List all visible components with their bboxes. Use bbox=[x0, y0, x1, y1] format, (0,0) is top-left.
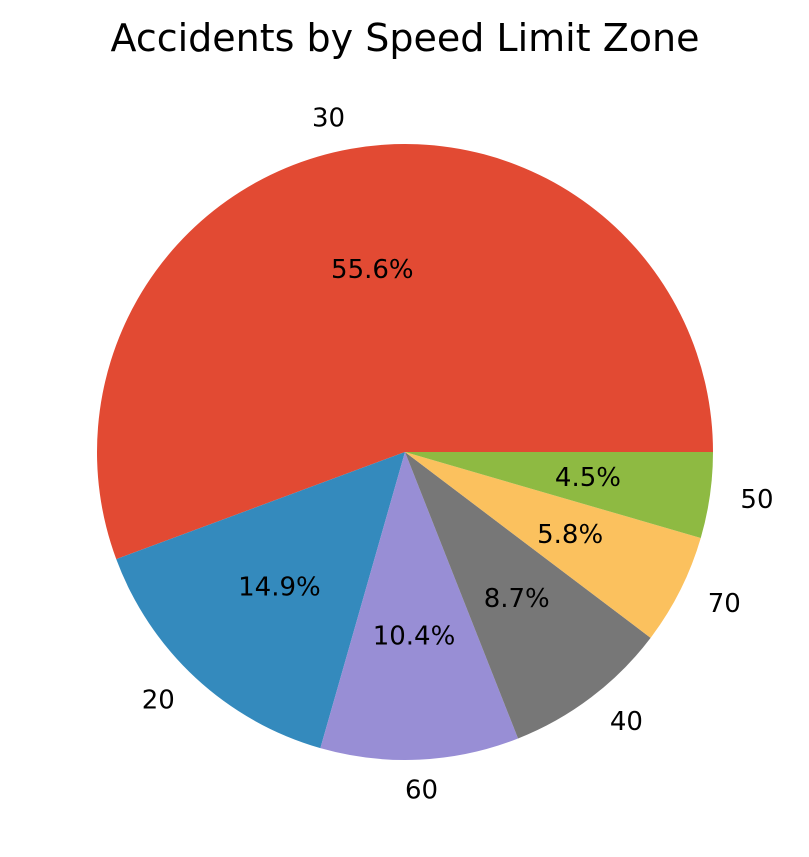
category-label-30: 30 bbox=[312, 104, 345, 134]
pie-slice-70 bbox=[405, 452, 701, 638]
category-label-50: 50 bbox=[740, 485, 773, 515]
pct-label-30: 55.6% bbox=[331, 255, 414, 285]
pct-label-40: 8.7% bbox=[484, 584, 550, 614]
category-label-60: 60 bbox=[405, 775, 438, 805]
pct-label-60: 10.4% bbox=[373, 622, 456, 652]
pct-label-20: 14.9% bbox=[238, 573, 321, 603]
category-label-40: 40 bbox=[610, 707, 643, 737]
category-label-20: 20 bbox=[142, 686, 175, 716]
pct-label-50: 4.5% bbox=[555, 463, 621, 493]
pie-slice-30 bbox=[97, 144, 713, 560]
chart-title: Accidents by Speed Limit Zone bbox=[111, 16, 700, 60]
pct-label-70: 5.8% bbox=[537, 520, 603, 550]
pie-slice-60 bbox=[320, 452, 519, 761]
pie-slice-50 bbox=[405, 452, 713, 539]
category-label-70: 70 bbox=[708, 589, 741, 619]
pie-labels: 55.6% 30 14.9% 20 10.4% 60 8.7% 40 5.8% 70 4.5% 50 bbox=[142, 104, 774, 806]
pie-slice-40 bbox=[405, 452, 651, 739]
pie-slices bbox=[97, 144, 713, 761]
pie-slice-20 bbox=[116, 452, 405, 749]
